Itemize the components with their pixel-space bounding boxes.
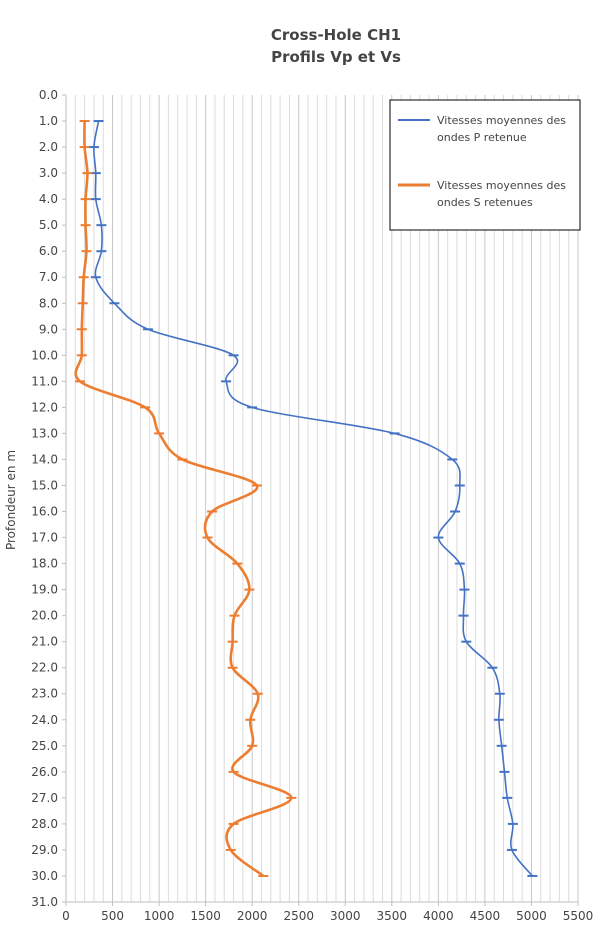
y-tick-label: 10.0 <box>31 348 58 362</box>
y-tick-label: 8.0 <box>39 296 58 310</box>
x-tick-label: 5500 <box>563 909 594 923</box>
y-tick-label: 28.0 <box>31 817 58 831</box>
y-tick-label: 9.0 <box>39 322 58 336</box>
series-s <box>74 120 297 878</box>
legend-label-p: Vitesses moyennes des ondes P retenue <box>437 114 566 144</box>
legend-box <box>389 99 581 231</box>
x-tick-label: 2500 <box>283 909 314 923</box>
axis-layer: 0.0 1.0 2.0 3.0 4.0 5.0 6.0 7.0 8.0 9.0 10.0 11.0 12… <box>31 88 593 923</box>
y-tick-label: 15.0 <box>31 478 58 492</box>
x-tick-label: 1000 <box>144 909 175 923</box>
y-tick-label: 18.0 <box>31 557 58 571</box>
x-tick-label: 4000 <box>423 909 454 923</box>
y-tick-label: 2.0 <box>39 140 58 154</box>
y-axis-label: Profondeur en m <box>4 450 18 550</box>
series-p <box>88 120 538 877</box>
chart-title: Cross-Hole CH1 <box>271 26 401 44</box>
x-tick-label: 3000 <box>330 909 361 923</box>
y-tick-label: 24.0 <box>31 713 58 727</box>
x-tick-label: 3500 <box>377 909 408 923</box>
y-tick-label: 26.0 <box>31 765 58 779</box>
legend-label-s-line-2: ondes S retenues <box>437 196 533 209</box>
legend-label-s: Vitesses moyennes des ondes S retenues <box>437 179 566 209</box>
y-tick-label: 12.0 <box>31 400 58 414</box>
chart-subtitle: Profils Vp et Vs <box>271 48 401 66</box>
legend-label-p-line-2: ondes P retenue <box>437 131 527 144</box>
y-tick-label: 16.0 <box>31 505 58 519</box>
y-tick-label: 21.0 <box>31 635 58 649</box>
y-tick-label: 4.0 <box>39 192 58 206</box>
y-tick-label: 14.0 <box>31 452 58 466</box>
y-tick-label: 11.0 <box>31 374 58 388</box>
y-tick-label: 22.0 <box>31 661 58 675</box>
legend-label-p-line-1: Vitesses moyennes des <box>437 114 566 127</box>
y-tick-label: 6.0 <box>39 244 58 258</box>
legend-label-s-line-1: Vitesses moyennes des <box>437 179 566 192</box>
y-tick-label: 3.0 <box>39 166 58 180</box>
y-tick-label: 29.0 <box>31 843 58 857</box>
y-tick-label: 13.0 <box>31 426 58 440</box>
x-tick-label: 500 <box>101 909 124 923</box>
series-layer <box>74 120 538 878</box>
x-tick-label: 1500 <box>190 909 221 923</box>
x-tick-label: 5000 <box>516 909 547 923</box>
y-tick-label: 20.0 <box>31 609 58 623</box>
y-tick-label: 30.0 <box>31 869 58 883</box>
x-tick-label: 2000 <box>237 909 268 923</box>
y-tick-label: 5.0 <box>39 218 58 232</box>
y-tick-label: 31.0 <box>31 895 58 909</box>
y-tick-label: 23.0 <box>31 687 58 701</box>
y-tick-label: 7.0 <box>39 270 58 284</box>
legend: Vitesses moyennes des ondes P retenue Vit… <box>389 99 581 231</box>
y-tick-label: 25.0 <box>31 739 58 753</box>
y-tick-label: 0.0 <box>39 88 58 102</box>
x-tick-label: 4500 <box>470 909 501 923</box>
y-tick-label: 17.0 <box>31 531 58 545</box>
y-tick-label: 27.0 <box>31 791 58 805</box>
y-tick-label: 19.0 <box>31 583 58 597</box>
x-tick-label: 0 <box>62 909 70 923</box>
y-tick-label: 1.0 <box>39 114 58 128</box>
